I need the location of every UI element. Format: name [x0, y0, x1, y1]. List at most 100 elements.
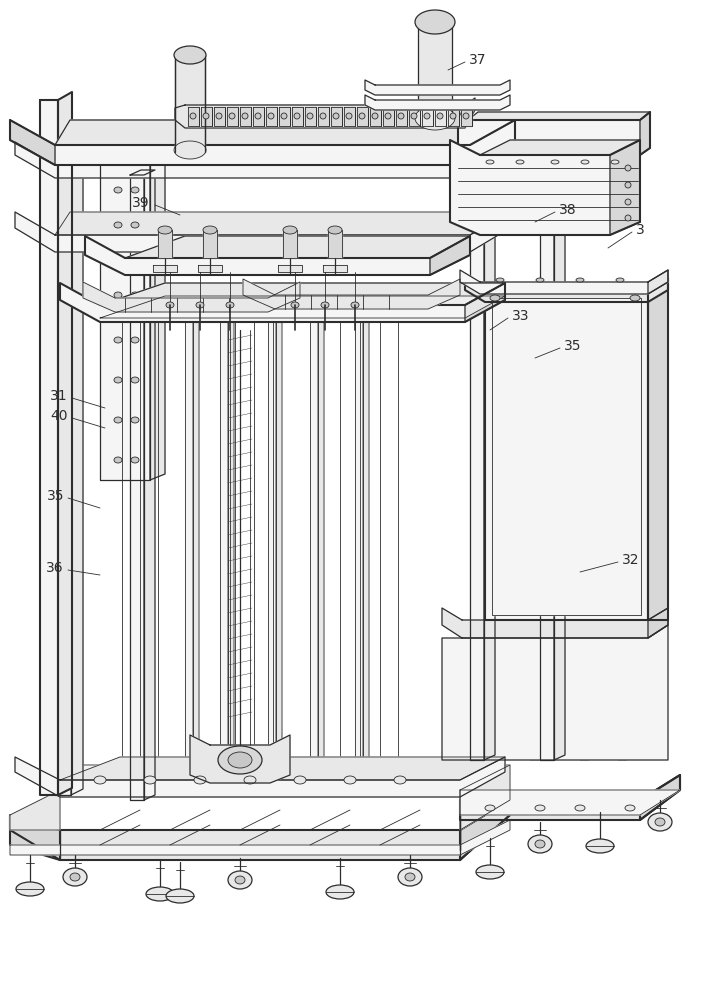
Ellipse shape	[344, 776, 356, 784]
Polygon shape	[60, 765, 510, 790]
Polygon shape	[10, 820, 510, 855]
Ellipse shape	[476, 865, 504, 879]
Polygon shape	[10, 120, 55, 165]
Polygon shape	[485, 290, 648, 620]
Polygon shape	[268, 310, 276, 795]
Polygon shape	[10, 800, 510, 860]
Polygon shape	[492, 290, 500, 760]
Ellipse shape	[359, 113, 365, 119]
Ellipse shape	[114, 377, 122, 383]
Polygon shape	[243, 279, 460, 309]
Polygon shape	[158, 230, 172, 258]
Ellipse shape	[437, 113, 443, 119]
Text: 33: 33	[512, 309, 530, 323]
Polygon shape	[60, 283, 505, 322]
Ellipse shape	[158, 226, 172, 234]
Polygon shape	[150, 152, 165, 480]
Ellipse shape	[536, 278, 544, 282]
Polygon shape	[626, 285, 632, 760]
Text: 36: 36	[47, 561, 64, 575]
Polygon shape	[460, 270, 668, 294]
Ellipse shape	[625, 199, 631, 205]
Polygon shape	[480, 140, 640, 155]
Polygon shape	[648, 270, 668, 294]
Ellipse shape	[16, 882, 44, 896]
Ellipse shape	[114, 457, 122, 463]
Polygon shape	[484, 173, 495, 760]
Ellipse shape	[528, 835, 552, 853]
Text: 37: 37	[469, 53, 486, 67]
Polygon shape	[283, 230, 297, 258]
Polygon shape	[100, 160, 150, 480]
Polygon shape	[450, 140, 640, 235]
Polygon shape	[383, 107, 394, 126]
Ellipse shape	[625, 215, 631, 221]
Polygon shape	[58, 92, 72, 795]
Ellipse shape	[294, 776, 306, 784]
Ellipse shape	[216, 113, 222, 119]
Polygon shape	[430, 236, 470, 275]
Ellipse shape	[131, 292, 139, 298]
Ellipse shape	[94, 776, 106, 784]
Ellipse shape	[283, 226, 297, 234]
Ellipse shape	[114, 222, 122, 228]
Polygon shape	[344, 107, 355, 126]
Ellipse shape	[616, 278, 624, 282]
Polygon shape	[318, 107, 329, 126]
Ellipse shape	[450, 113, 456, 119]
Polygon shape	[227, 107, 238, 126]
Polygon shape	[292, 107, 303, 126]
Polygon shape	[55, 155, 71, 795]
Polygon shape	[355, 310, 363, 795]
Polygon shape	[331, 107, 342, 126]
Polygon shape	[365, 95, 510, 110]
Polygon shape	[130, 175, 144, 800]
Polygon shape	[618, 290, 626, 760]
Polygon shape	[458, 112, 650, 155]
Ellipse shape	[114, 337, 122, 343]
Polygon shape	[470, 178, 484, 760]
Polygon shape	[185, 310, 193, 795]
Polygon shape	[10, 120, 515, 165]
Ellipse shape	[166, 302, 174, 308]
Polygon shape	[10, 790, 60, 830]
Ellipse shape	[131, 457, 139, 463]
Polygon shape	[10, 815, 60, 860]
Ellipse shape	[194, 776, 206, 784]
Ellipse shape	[415, 10, 455, 34]
Ellipse shape	[229, 113, 235, 119]
Polygon shape	[240, 107, 251, 126]
Polygon shape	[125, 236, 470, 258]
Polygon shape	[418, 22, 452, 118]
Polygon shape	[201, 107, 212, 126]
Ellipse shape	[576, 278, 584, 282]
Polygon shape	[500, 285, 506, 760]
Polygon shape	[83, 282, 300, 312]
Ellipse shape	[235, 876, 245, 884]
Text: 32: 32	[622, 553, 639, 567]
Ellipse shape	[351, 302, 359, 308]
Polygon shape	[357, 107, 368, 126]
Ellipse shape	[291, 302, 299, 308]
Polygon shape	[130, 170, 155, 175]
Polygon shape	[461, 107, 472, 126]
Polygon shape	[214, 107, 225, 126]
Polygon shape	[588, 285, 594, 760]
Text: 38: 38	[559, 203, 576, 217]
Polygon shape	[468, 112, 650, 120]
Polygon shape	[370, 107, 381, 126]
Ellipse shape	[131, 337, 139, 343]
Ellipse shape	[131, 187, 139, 193]
Ellipse shape	[294, 113, 300, 119]
Text: 35: 35	[564, 339, 581, 353]
Polygon shape	[554, 163, 565, 760]
Polygon shape	[220, 310, 228, 795]
Polygon shape	[278, 265, 302, 272]
Ellipse shape	[228, 752, 252, 768]
Ellipse shape	[611, 160, 619, 164]
Ellipse shape	[268, 113, 274, 119]
Ellipse shape	[63, 868, 87, 886]
Polygon shape	[492, 298, 641, 615]
Text: 40: 40	[51, 409, 68, 423]
Ellipse shape	[228, 871, 252, 889]
